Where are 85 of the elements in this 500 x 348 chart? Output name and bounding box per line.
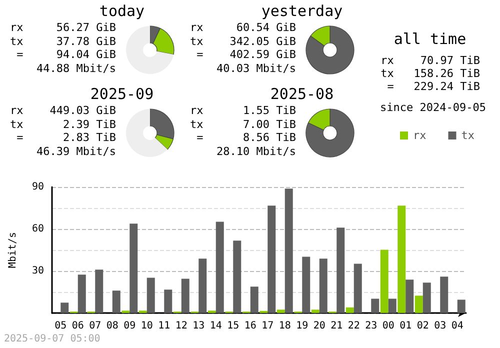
y-tick-label: 90 — [32, 182, 44, 192]
chart-title: 2025-08 — [269, 85, 335, 103]
text: since 2024-09-05 — [380, 101, 486, 114]
x-tick-label: 13 — [192, 320, 205, 332]
x-tick-label: 00 — [382, 320, 394, 332]
x-tick-label: 05 — [54, 320, 67, 332]
bar — [388, 298, 396, 313]
x-tick-label: 23 — [365, 320, 378, 332]
text: 28.10 Mbit/s — [216, 144, 296, 158]
bar — [181, 278, 190, 313]
legend-label: rx — [413, 129, 427, 142]
bar — [112, 290, 120, 313]
x-tick-label: 16 — [244, 320, 256, 332]
bar — [233, 240, 242, 313]
x-tick-label: 20 — [313, 320, 326, 332]
text: rx 70.97 TiB — [380, 54, 480, 67]
x-tick-label: 18 — [278, 320, 291, 332]
bar — [130, 224, 138, 313]
text: 40.03 Mbit/s — [216, 62, 296, 75]
bar — [440, 276, 448, 313]
x-tick-label: 21 — [330, 320, 343, 332]
bar — [146, 278, 155, 313]
x-tick-label: 06 — [72, 320, 84, 332]
bar — [406, 280, 414, 313]
bar — [276, 310, 285, 313]
text: = 229.24 TiB — [386, 80, 480, 93]
bar — [198, 258, 207, 313]
bar — [422, 282, 431, 313]
bar — [311, 310, 320, 313]
text: tx 2.39 TiB — [9, 118, 116, 131]
bar — [346, 307, 354, 313]
bar — [284, 188, 293, 313]
bar — [60, 302, 69, 313]
text: rx 1.55 TiB — [189, 104, 296, 118]
text: tx 37.78 GiB — [9, 34, 116, 48]
text: = 2.83 TiB — [16, 131, 116, 144]
y-axis-title: Mbit/s — [8, 232, 18, 268]
text: 2025-09-07 05:00 — [4, 334, 100, 344]
text: = 94.04 GiB — [16, 48, 116, 62]
x-tick-label: 12 — [175, 320, 188, 332]
x-tick-label: 11 — [158, 320, 170, 332]
x-tick-label: 14 — [210, 320, 222, 332]
x-tick-label: 08 — [106, 320, 118, 332]
legend-label: tx — [461, 129, 475, 142]
x-tick-label: 07 — [89, 320, 102, 332]
text: rx 60.54 GiB — [189, 21, 296, 34]
x-tick-label: 10 — [140, 320, 153, 332]
text: rx 56.27 GiB — [9, 21, 116, 34]
x-tick-label: 01 — [400, 320, 412, 332]
y-tick-label: 60 — [32, 224, 44, 234]
text: 46.39 Mbit/s — [36, 144, 116, 158]
x-tick-label: 17 — [262, 320, 274, 332]
text: = 402.59 GiB — [196, 48, 296, 62]
bar — [95, 270, 104, 313]
y-tick-label: 30 — [32, 266, 44, 276]
text: rx 449.03 GiB — [9, 104, 116, 118]
bar — [164, 290, 172, 313]
bar — [250, 286, 258, 313]
text: = 8.56 TiB — [196, 131, 296, 144]
bar — [336, 228, 345, 313]
bar — [354, 264, 362, 313]
text: 44.88 Mbit/s — [36, 62, 116, 75]
text: tx 342.05 GiB — [189, 34, 296, 48]
x-tick-label: 22 — [348, 320, 360, 332]
x-tick-label: 19 — [296, 320, 308, 332]
bar — [380, 250, 388, 313]
bar — [302, 256, 310, 313]
x-tick-label: 15 — [227, 320, 240, 332]
x-tick-label: 02 — [416, 320, 429, 332]
bar — [78, 274, 86, 313]
bar — [268, 206, 276, 313]
x-tick-label: 09 — [124, 320, 136, 332]
bar — [371, 298, 380, 313]
bar — [216, 222, 224, 313]
x-tick-label: 04 — [451, 320, 464, 332]
bar — [319, 258, 328, 313]
chart-title: today — [98, 2, 146, 20]
text: tx 7.00 TiB — [189, 118, 296, 131]
chart-title: 2025-09 — [89, 85, 155, 103]
bar — [414, 296, 423, 313]
x-tick-label: 03 — [434, 320, 446, 332]
text: all time — [392, 30, 468, 48]
text: tx 158.26 TiB — [380, 67, 480, 80]
bar — [398, 206, 406, 313]
chart-title: yesterday — [260, 2, 344, 20]
